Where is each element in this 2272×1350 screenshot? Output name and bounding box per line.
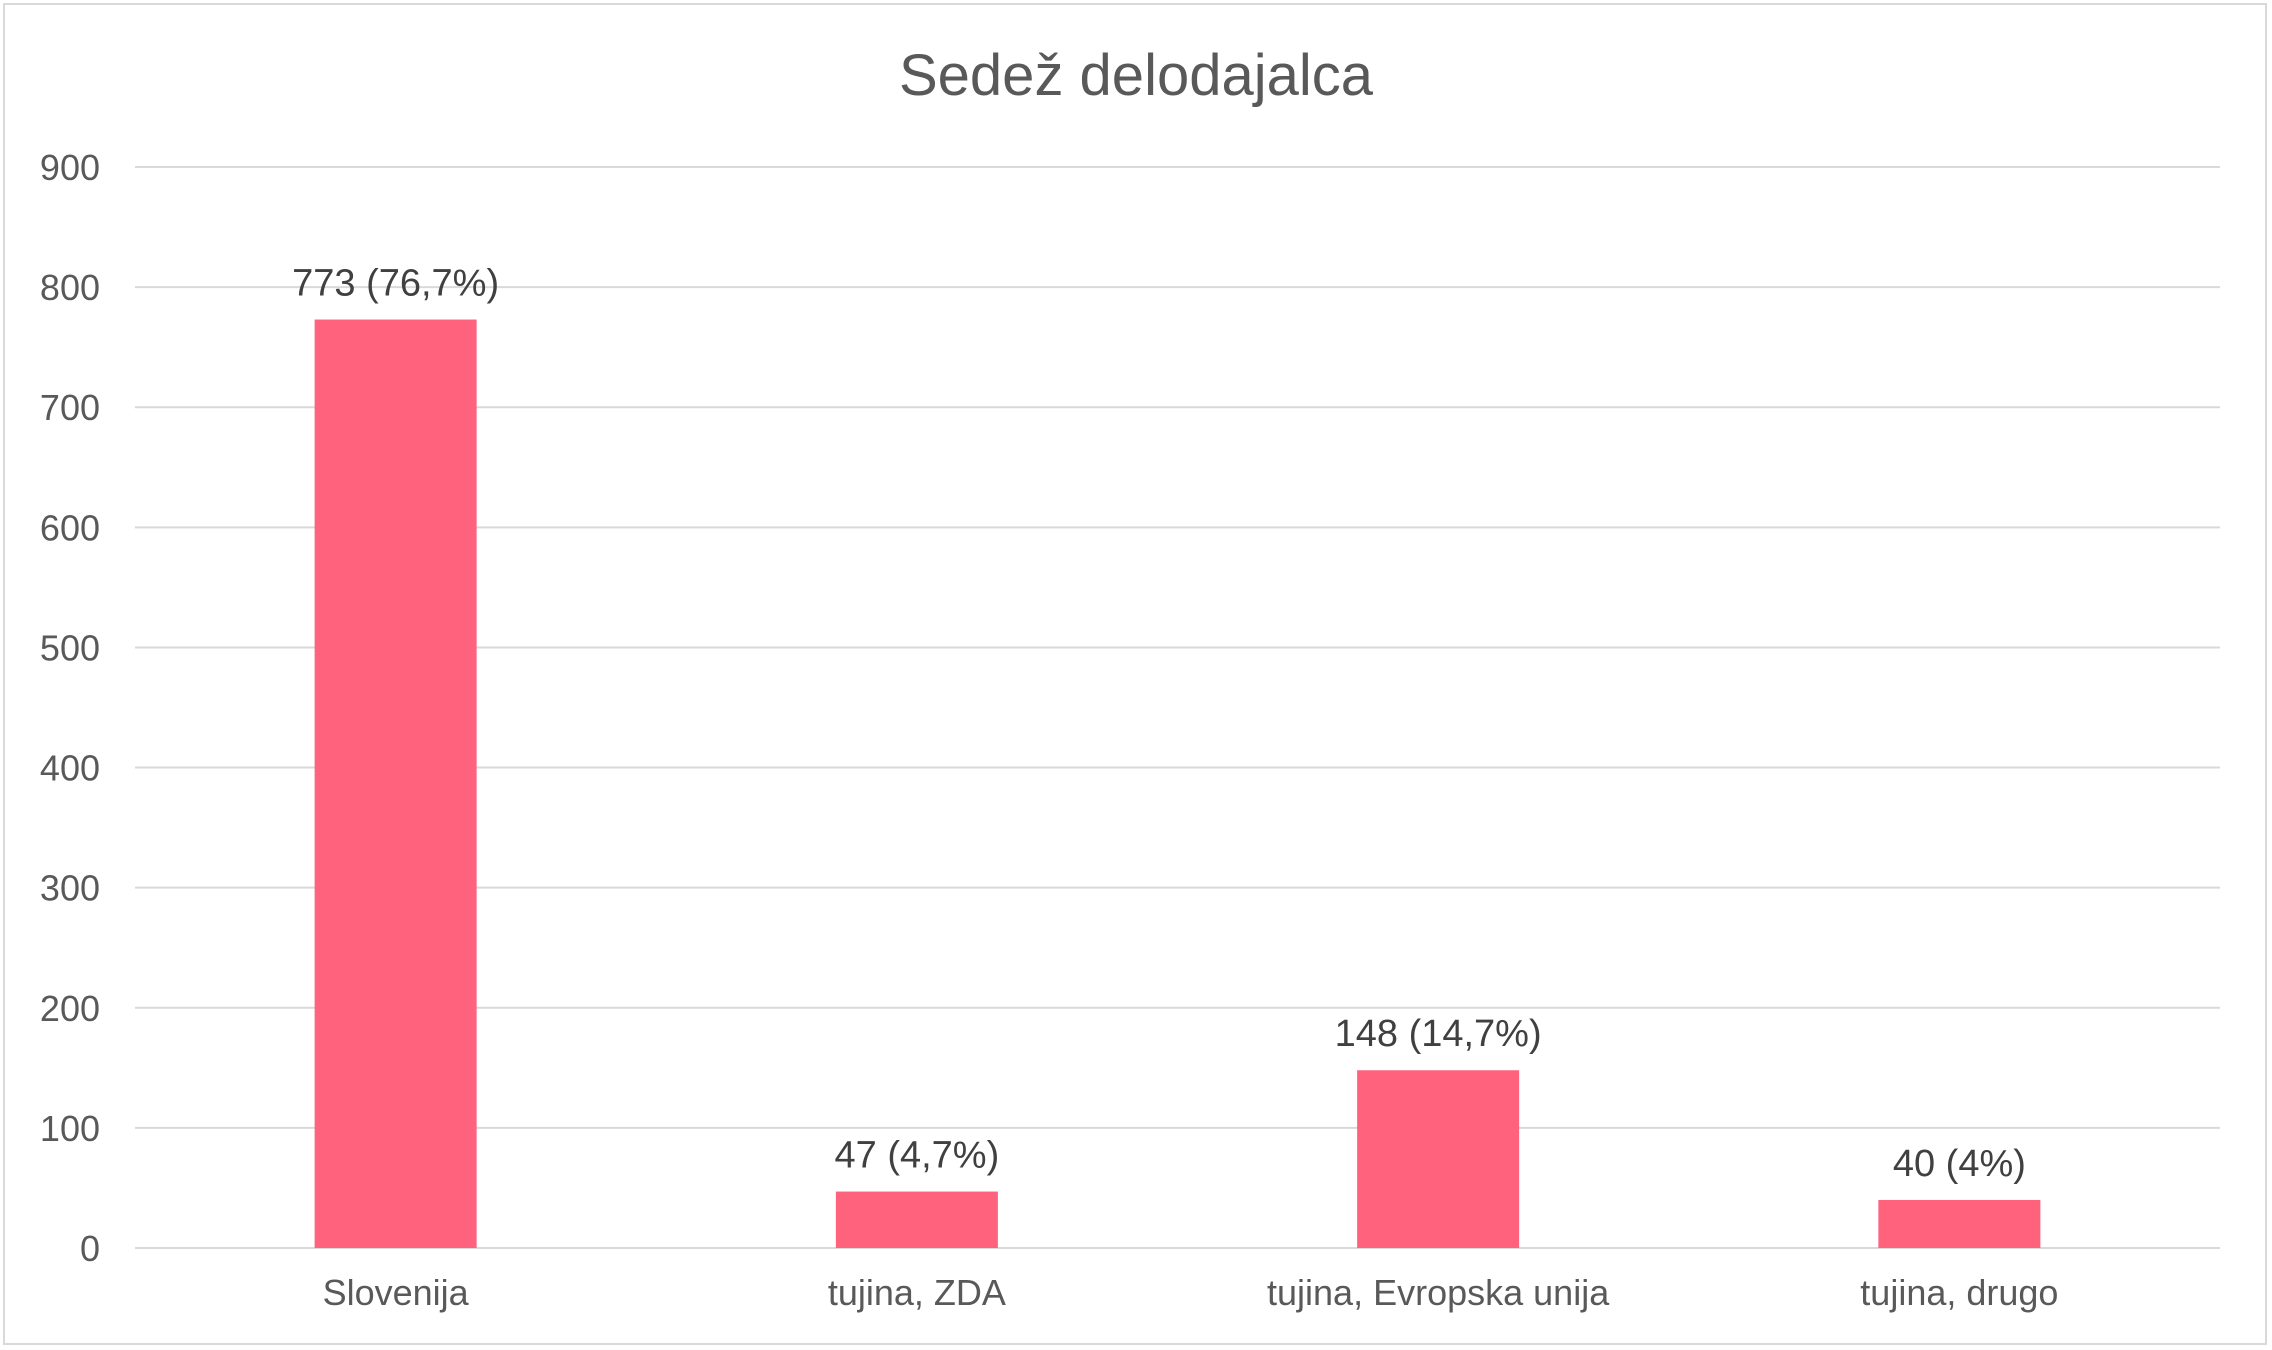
data-labels: 773 (76,7%) 47 (4,7%) 148 (14,7%) 40 (4%)	[292, 263, 2026, 1185]
x-axis-category-labels: Slovenija tujina, ZDA tujina, Evropska uni…	[323, 1272, 2059, 1313]
bar-data-label: 773 (76,7%)	[292, 263, 499, 305]
x-category-label: tujina, Evropska unija	[1267, 1272, 1610, 1313]
bars	[314, 319, 2041, 1248]
y-axis-tick-labels: 0 100 200 300 400 500 600 700 800 900	[40, 147, 100, 1269]
x-category-label: Slovenija	[323, 1272, 470, 1313]
bar	[835, 1191, 998, 1248]
y-tick-label: 300	[40, 868, 100, 909]
x-category-label: tujina, drugo	[1860, 1272, 2058, 1313]
gridlines	[135, 166, 2220, 1249]
y-tick-label: 100	[40, 1108, 100, 1149]
y-tick-label: 600	[40, 507, 100, 548]
y-tick-label: 800	[40, 267, 100, 308]
y-tick-label: 200	[40, 988, 100, 1029]
bar-data-label: 148 (14,7%)	[1335, 1013, 1542, 1055]
y-tick-label: 0	[80, 1228, 100, 1269]
bar-data-label: 47 (4,7%)	[835, 1135, 1000, 1177]
bar	[1878, 1199, 2041, 1248]
y-tick-label: 700	[40, 387, 100, 428]
x-category-label: tujina, ZDA	[828, 1272, 1006, 1313]
bar-data-label: 40 (4%)	[1893, 1143, 2026, 1185]
chart-title: Sedež delodajalca	[899, 43, 1374, 108]
y-tick-label: 900	[40, 147, 100, 188]
y-tick-label: 400	[40, 748, 100, 789]
bar	[314, 319, 477, 1248]
bar	[1357, 1070, 1520, 1248]
y-tick-label: 500	[40, 627, 100, 668]
